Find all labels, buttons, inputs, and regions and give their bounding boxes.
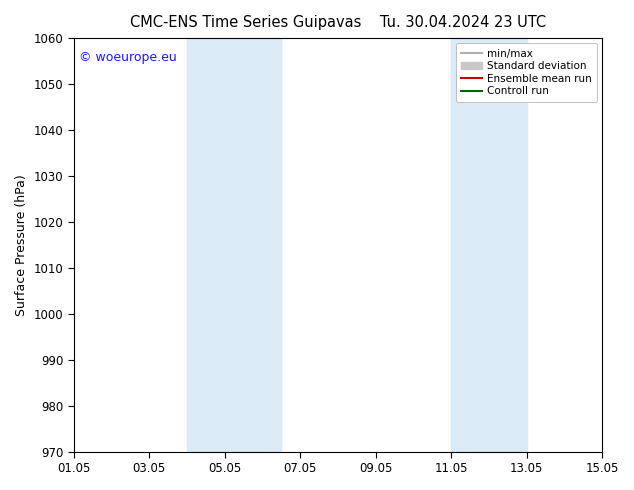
Y-axis label: Surface Pressure (hPa): Surface Pressure (hPa) (15, 174, 28, 316)
Text: © woeurope.eu: © woeurope.eu (79, 50, 177, 64)
Legend: min/max, Standard deviation, Ensemble mean run, Controll run: min/max, Standard deviation, Ensemble me… (456, 43, 597, 101)
Title: CMC-ENS Time Series Guipavas    Tu. 30.04.2024 23 UTC: CMC-ENS Time Series Guipavas Tu. 30.04.2… (130, 15, 546, 30)
Bar (187, 38, 281, 452)
Bar (451, 38, 527, 452)
